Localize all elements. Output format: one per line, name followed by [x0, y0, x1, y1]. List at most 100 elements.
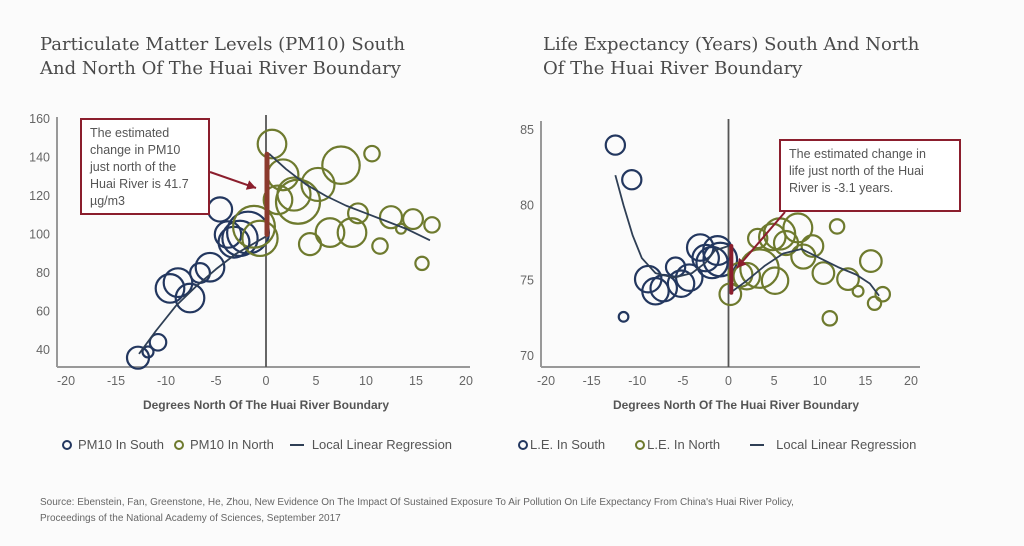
chart2-y-tick-label: 75 — [520, 274, 534, 288]
chart2-x-tick-label: 10 — [813, 374, 827, 388]
chart1-x-tick-label: 20 — [459, 374, 473, 388]
legend-item-regression: Local Linear Regression — [750, 437, 916, 452]
chart1-north-point — [321, 145, 361, 186]
chart1-x-tick-label: 0 — [263, 374, 270, 388]
chart2-annotation-arrow — [736, 211, 786, 269]
chart2-north-point — [851, 284, 865, 298]
legend-item-south: L.E. In South — [518, 437, 605, 452]
chart1-south-point — [154, 273, 186, 304]
chart1-north-point — [378, 205, 404, 230]
chart1-south-point — [141, 345, 155, 359]
chart1-x-tick-label: -20 — [57, 374, 75, 388]
chart2-x-tick-label: -5 — [677, 374, 688, 388]
chart2-x-tick-label: 20 — [904, 374, 918, 388]
source-line: Source: Ebenstein, Fan, Greenstone, He, … — [40, 497, 794, 508]
legend-label: L.E. In South — [530, 437, 606, 452]
chart2-annotation: The estimated change in life just north … — [779, 139, 961, 212]
chart1-south-point — [213, 220, 243, 249]
chart1-north-point — [414, 255, 430, 272]
chart2-legend: L.E. In South L.E. In North Local Linear… — [518, 437, 926, 452]
chart2-x-tick-label: -10 — [628, 374, 646, 388]
chart1-x-tick-label: 15 — [409, 374, 423, 388]
annotation-line: just north of the — [90, 160, 177, 174]
legend-label: Local Linear Regression — [776, 437, 917, 452]
chart2-north-point — [828, 218, 846, 235]
chart1-north-point — [363, 144, 381, 163]
chart2-north-point — [732, 261, 762, 291]
chart1-north-point — [314, 217, 346, 248]
legend-label: Local Linear Regression — [311, 437, 453, 452]
chart1-x-tick-label: -10 — [157, 374, 175, 388]
chart2-north-point — [811, 261, 836, 286]
chart2-x-axis-label: Degrees North Of The Huai River Boundary — [613, 398, 859, 412]
chart1-y-tick-label: 100 — [29, 228, 50, 242]
chart1-north-point — [423, 216, 441, 234]
chart2-x-tick-label: -20 — [537, 374, 555, 388]
chart2-north-point — [858, 249, 883, 273]
legend-item-north: PM10 In North — [174, 437, 274, 452]
chart1-north-point — [371, 237, 389, 255]
chart1-north-point — [256, 128, 288, 160]
chart2-y-tick-label: 70 — [520, 349, 534, 363]
chart1-x-tick-label: -15 — [107, 374, 125, 388]
chart2-south-point — [666, 269, 696, 298]
chart2-south-point — [617, 310, 630, 323]
chart1-north-point — [274, 178, 322, 225]
legend-label: PM10 In North — [190, 437, 274, 452]
chart2-x-tick-label: -15 — [583, 374, 601, 388]
chart2-south-point — [691, 243, 720, 273]
chart1-south-point — [148, 332, 168, 352]
chart2-south-point — [695, 245, 729, 280]
chart2-north-point — [760, 266, 790, 295]
line-icon — [750, 443, 765, 446]
chart1-y-tick-label: 80 — [36, 266, 50, 280]
chart1-south-point — [221, 219, 259, 258]
chart2-arrowhead-icon — [737, 257, 747, 268]
chart1-north-point — [402, 208, 425, 231]
annotation-line: The estimated change in — [789, 147, 926, 161]
annotation-line: River is -3.1 years. — [789, 181, 894, 195]
chart1-annotation: The estimated change in PM10 just north … — [80, 118, 210, 215]
chart1-y-tick-label: 60 — [36, 305, 50, 319]
chart1-south-point — [174, 282, 206, 314]
chart2-y-tick-label: 85 — [520, 123, 534, 137]
chart1-title: Particulate Matter Levels (PM10) South A… — [40, 34, 405, 79]
chart2-south-point — [604, 134, 627, 156]
chart2-north-point — [821, 310, 839, 327]
annotation-line: Huai River is 41.7 — [90, 177, 189, 191]
chart2-north-point — [747, 227, 769, 250]
chart1-south-point — [206, 196, 234, 223]
circle-icon — [174, 439, 184, 450]
chart2-y-tick-label: 80 — [520, 198, 534, 212]
chart2-title: Life Expectancy (Years) South And North … — [543, 34, 920, 79]
chart2-south-point — [621, 169, 643, 191]
chart1-regression-line-north — [268, 152, 431, 242]
chart2-north-point — [836, 267, 860, 292]
annotation-line: µg/m3 — [90, 194, 125, 208]
chart2-regression-line-south — [614, 174, 729, 279]
source-line: Proceedings of the National Academy of S… — [40, 513, 341, 524]
chart1-y-tick-label: 160 — [29, 112, 50, 126]
annotation-line: The estimated — [90, 126, 170, 140]
chart1-north-point — [241, 219, 279, 258]
source-citation: Source: Ebenstein, Fan, Greenstone, He, … — [40, 495, 980, 527]
chart1-north-point — [336, 217, 368, 248]
chart1-x-tick-label: 5 — [313, 374, 320, 388]
legend-item-regression: Local Linear Regression — [289, 437, 453, 452]
line-icon — [289, 443, 304, 446]
chart1-north-point — [276, 176, 312, 212]
chart2-south-point — [649, 273, 679, 303]
chart2-north-point — [782, 212, 814, 244]
chart1-legend: PM10 In South PM10 In North Local Linear… — [62, 437, 462, 452]
chart1-x-tick-label: -5 — [210, 374, 221, 388]
chart2-south-point — [702, 241, 739, 278]
circle-icon — [518, 439, 528, 450]
chart1-x-tick-label: 10 — [359, 374, 373, 388]
chart1-y-tick-label: 40 — [36, 343, 50, 357]
chart1-south-point — [162, 267, 194, 299]
chart2-x-tick-label: 5 — [771, 374, 778, 388]
chart1-south-point — [194, 251, 226, 283]
chart1-regression-line-south — [138, 235, 267, 355]
circle-icon — [635, 439, 646, 450]
